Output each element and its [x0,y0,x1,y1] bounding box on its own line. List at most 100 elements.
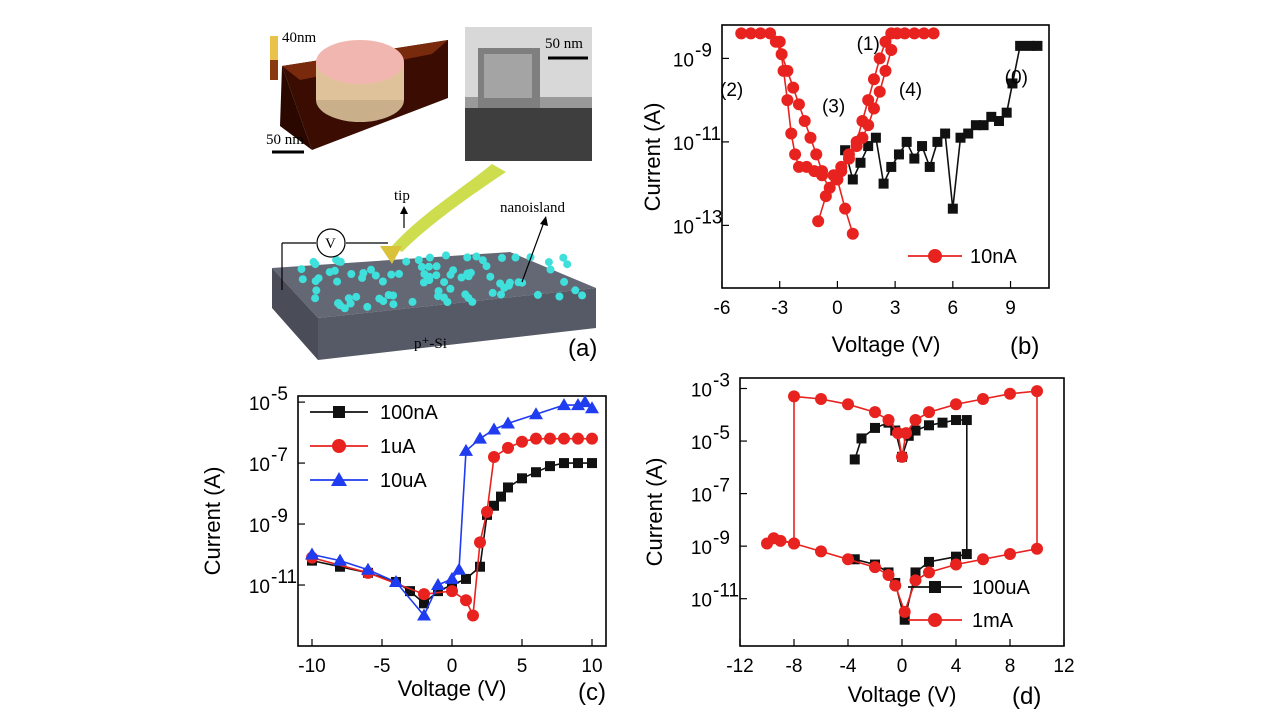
panel-c-series-1ua-point [460,594,472,607]
nanoisland-dot [546,265,555,274]
panel-d-series-1ma-point [909,414,922,427]
nanoisland-dot [440,278,449,287]
panel-b-legend-10nA: 10nA [970,246,1017,268]
panel-b-series-sweep-1--point [898,27,911,40]
panel-d-series-1ma-point [898,605,911,618]
nanoisland-dot [560,277,569,286]
panel-c-series-1ua-point [530,432,542,445]
panel-c-series-1ua-line [311,437,592,619]
panel-c-series-100na-point [447,580,457,591]
nanoisland-dot [352,292,361,301]
panel-d-y-tick-exponent: -3 [713,371,730,392]
nanoisland-dot [408,297,417,306]
panel-b-series-sweep-0--point [993,116,1004,127]
panel-c-series-100na-point [503,482,513,493]
panel-c-series-10ua-point [431,578,445,591]
panel-c-series-1ua-point [481,505,493,518]
panel-c-series-1ua-point [474,536,486,549]
panel-d-series-1ma-point [788,390,800,403]
panel-d-y-tick-label: 10 [691,591,712,612]
panel-b-series-sweep-1--point [927,27,940,40]
panel-d-marks [761,385,1043,625]
panel-c-y-tick-exponent: -9 [271,506,288,527]
panel-d-x-tick-label: 4 [951,656,962,677]
panel-b-series-sweep-0--point [917,141,928,152]
panel-b-series-sweep-0--point [863,141,874,152]
nanoisland-label: nanoisland [500,200,565,216]
nanoisland-dot [395,269,403,278]
panel-c-axes-frame [297,395,607,647]
panel-d-series-100ua-point [937,417,948,428]
panel-c-series-100na-point [517,473,527,484]
panel-b-series-sweep-0--point [855,157,866,168]
panel-b-series-sweep-0--point [955,132,966,143]
panel-d-x-tick-label: 12 [1053,656,1074,677]
panel-c-legend-100nA: 100nA [380,402,438,424]
nanoisland-dot [463,253,472,262]
panel-b-series-sweep-3--point [781,94,794,107]
panel-d-series-100ua-point [961,549,972,560]
panel-d-series-1ma-point [923,566,935,579]
panel-b-series-sweep-0--point [924,161,935,172]
panel-d-x-tick-label: 0 [897,656,908,677]
panel-c-y-tick-label: 10 [249,577,270,598]
panel-b-series-sweep-0--point [1015,40,1026,51]
panel-b-series-sweep-3--point [839,202,852,215]
panel-b-series-10na-point [867,102,880,115]
nanoisland-dot [387,270,396,279]
nanoisland-dot [497,290,505,299]
panel-c-y-tick-label: 10 [249,394,270,415]
panel-b-y-tick-exponent: -13 [695,207,722,228]
panel-b-series-sweep-3--point [777,64,790,77]
afm-height-label: 40nm [282,30,317,46]
panel-c-y-tick-exponent: -5 [271,384,288,405]
panel-b-series-sweep-0--point [932,136,943,147]
panel-a-illustration: 40nm 50 nm 50 nm p⁺-Si [266,27,597,362]
panel-d-series-1ma-point [815,393,827,406]
panel-b-series-sweep-0--point [1032,40,1043,51]
panel-b-series-10na-point [812,215,825,228]
panel-d-series-100ua-point [924,420,934,431]
nanoisland-dot [384,291,393,299]
panel-d-y-tick-exponent: -7 [713,476,730,497]
panel-b-series-sweep-0--point [893,149,904,160]
panel-b-series-sweep-2--point [744,27,757,40]
nanoisland-dot [363,302,372,311]
panel-d-series-1ma-point [869,406,881,419]
nanoisland-dot [371,271,380,280]
panel-b-annotation: (1) [857,34,880,55]
nanoisland-dot [389,300,398,309]
panel-b-series-sweep-2--point [810,148,823,161]
panel-c-series-10ua-point [557,398,571,411]
panel-c-series-100na-point [405,586,415,597]
tem-image: 50 nm [465,27,592,161]
nanoisland-dot [486,272,495,281]
panel-b-series-sweep-0--point [970,120,981,131]
nanoisland-dot [505,278,514,287]
nanoisland-dot [446,270,455,279]
panel-d-series-1ma-point [815,545,827,558]
panel-c-y-tick-label: 10 [249,516,270,537]
panel-c-x-tick-label: -5 [374,656,391,677]
panel-c-series-1ua-point [558,432,570,445]
panel-d-y-tick-label: 10 [691,538,712,559]
panel-b-series-sweep-0--point [986,111,997,122]
nanoisland-dot [498,253,506,262]
panel-c-x-tick-label: -10 [298,656,325,677]
nanoisland-dot [425,253,434,262]
panel-b-annotations: (0) (1) (2) (3) (4) [720,34,1028,118]
panel-d-x-tick-label: -12 [726,656,753,677]
nanoisland-dot [555,292,564,301]
panel-c-series-100na-point [531,467,541,478]
panel-b-series-sweep-0--point [847,174,858,185]
panel-b-series-sweep-0--point [1007,78,1018,89]
panel-d-series-1ma-point [900,427,913,440]
voltmeter-icon [316,228,346,258]
panel-d-series-100ua-point [899,614,910,625]
panel-d-y-tick-label: 10 [691,381,712,402]
panel-c-x-tick-label: 5 [517,656,528,677]
